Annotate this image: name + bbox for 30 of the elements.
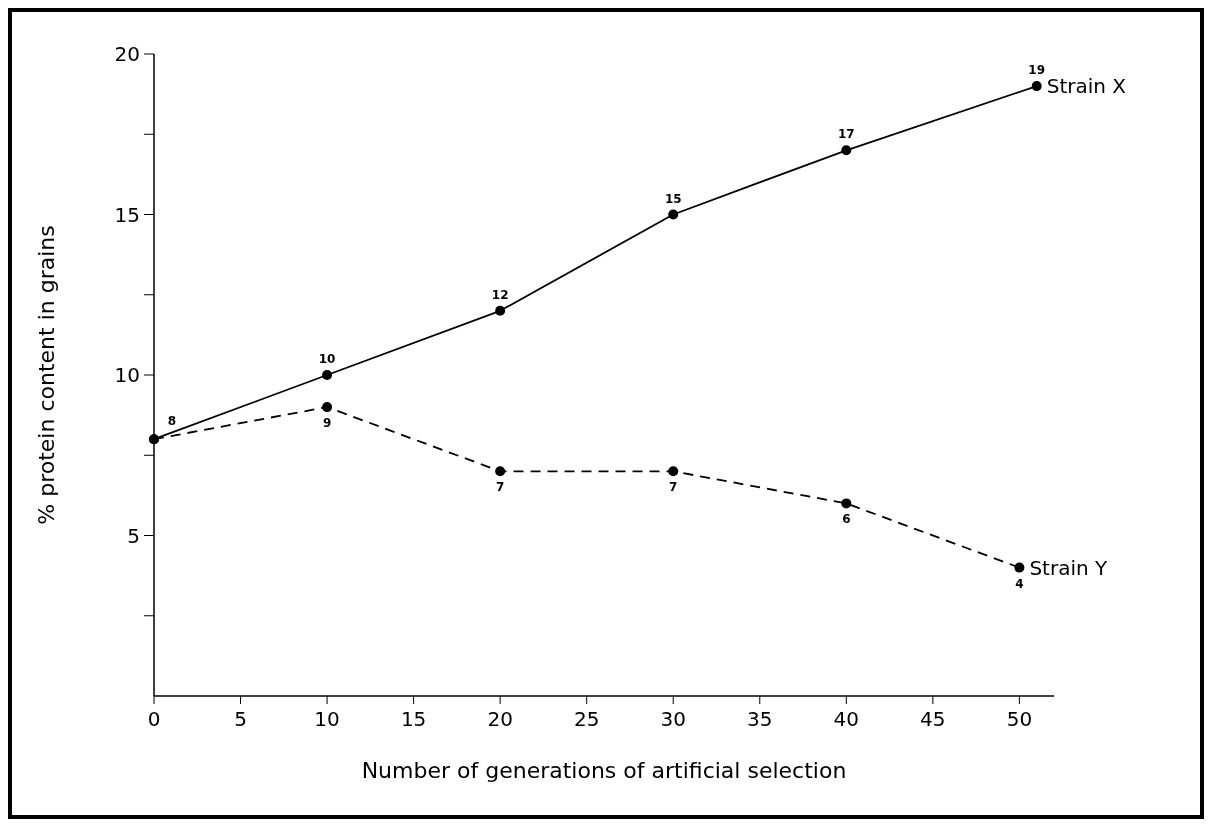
x-tick-label: 10 [314, 707, 340, 731]
x-tick-label: 30 [660, 707, 686, 731]
data-label: 7 [669, 480, 678, 495]
x-tick-label: 50 [1006, 707, 1033, 731]
data-label: 4 [1015, 576, 1024, 591]
y-tick-label: 20 [114, 42, 140, 66]
x-tick-label: 0 [147, 707, 161, 731]
x-axis-title: Number of generations of artificial selection [361, 758, 847, 783]
y-tick-label: 10 [114, 363, 140, 387]
y-tick-label: 5 [127, 523, 140, 548]
data-label: 10 [318, 352, 336, 366]
data-label: 12 [491, 287, 509, 302]
series-label: Strain X [1046, 74, 1127, 99]
data-label: 7 [495, 480, 505, 495]
y-axis-title: % protein content in grains [34, 225, 59, 525]
x-tick-label: 25 [573, 707, 600, 731]
x-tick-label: 45 [920, 707, 946, 731]
data-label: 8 [167, 414, 177, 429]
x-tick-label: 5 [234, 707, 247, 731]
data-label: 9 [322, 416, 332, 431]
data-label: 17 [837, 127, 855, 142]
y-tick-label: 15 [114, 202, 140, 227]
data-label: 15 [664, 191, 682, 206]
data-label: 19 [1028, 63, 1046, 78]
data-label: 6 [842, 512, 851, 527]
x-tick-label: 15 [400, 707, 427, 731]
series-label: Strain Y [1029, 555, 1108, 580]
x-tick-label: 20 [487, 707, 513, 731]
x-tick-label: 40 [833, 707, 860, 731]
x-tick-label: 35 [747, 707, 773, 731]
